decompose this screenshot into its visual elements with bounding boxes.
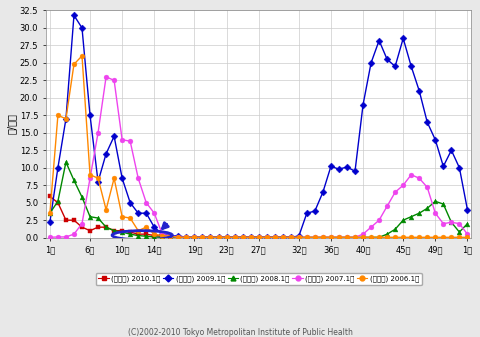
(東京都) 2007.1～ bbox=[465, 232, 470, 236]
(東京都) 2007.1～ bbox=[47, 235, 53, 239]
Legend: (東京都) 2010.1～, (東京都) 2009.1～, (東京都) 2008.1～, (東京都) 2007.1～, (東京都) 2006.1～: (東京都) 2010.1～, (東京都) 2009.1～, (東京都) 2008… bbox=[96, 273, 421, 285]
Line: (東京都) 2009.1～: (東京都) 2009.1～ bbox=[48, 13, 470, 239]
(東京都) 2009.1～ bbox=[465, 208, 470, 212]
(東京都) 2006.1～ bbox=[384, 235, 390, 239]
(東京都) 2008.1～ bbox=[304, 235, 310, 239]
(東京都) 2010.1～ bbox=[95, 225, 101, 229]
(東京都) 2010.1～ bbox=[47, 194, 53, 198]
(東京都) 2009.1～ bbox=[312, 209, 318, 213]
(東京都) 2007.1～ bbox=[376, 218, 382, 222]
Line: (東京都) 2010.1～: (東京都) 2010.1～ bbox=[48, 194, 165, 239]
(東京都) 2007.1～ bbox=[103, 75, 109, 79]
(東京都) 2010.1～ bbox=[55, 201, 61, 205]
(東京都) 2009.1～ bbox=[384, 57, 390, 61]
(東京都) 2010.1～ bbox=[135, 232, 141, 236]
(東京都) 2006.1～ bbox=[336, 235, 342, 239]
(東京都) 2009.1～ bbox=[47, 220, 53, 224]
(東京都) 2007.1～ bbox=[320, 235, 326, 239]
(東京都) 2010.1～ bbox=[127, 230, 133, 234]
(東京都) 2010.1～ bbox=[71, 218, 77, 222]
(東京都) 2006.1～ bbox=[312, 235, 318, 239]
(東京都) 2006.1～ bbox=[168, 234, 173, 238]
(東京都) 2010.1～ bbox=[151, 234, 157, 238]
(東京都) 2009.1～ bbox=[183, 235, 189, 239]
(東京都) 2006.1～ bbox=[304, 235, 310, 239]
(東京都) 2009.1～ bbox=[168, 234, 173, 238]
(東京都) 2006.1～ bbox=[176, 235, 181, 239]
(東京都) 2006.1～ bbox=[465, 235, 470, 239]
(東京都) 2009.1～ bbox=[304, 211, 310, 215]
(東京都) 2008.1～ bbox=[312, 235, 318, 239]
(東京都) 2008.1～ bbox=[328, 235, 334, 239]
(東京都) 2008.1～ bbox=[63, 160, 69, 164]
(東京都) 2010.1～ bbox=[119, 228, 125, 233]
(東京都) 2009.1～ bbox=[328, 164, 334, 168]
(東京都) 2006.1～ bbox=[79, 54, 85, 58]
(東京都) 2010.1～ bbox=[63, 218, 69, 222]
Text: (C)2002-2010 Tokyo Metropolitan Institute of Public Health: (C)2002-2010 Tokyo Metropolitan Institut… bbox=[128, 328, 352, 337]
(東京都) 2006.1～ bbox=[47, 211, 53, 215]
(東京都) 2006.1～ bbox=[328, 235, 334, 239]
(東京都) 2009.1～ bbox=[71, 13, 77, 18]
(東京都) 2009.1～ bbox=[336, 167, 342, 171]
(東京都) 2008.1～ bbox=[47, 211, 53, 215]
Line: (東京都) 2008.1～: (東京都) 2008.1～ bbox=[48, 160, 470, 240]
(東京都) 2007.1～ bbox=[424, 185, 430, 189]
Line: (東京都) 2007.1～: (東京都) 2007.1～ bbox=[48, 74, 470, 240]
(東京都) 2010.1～ bbox=[144, 232, 149, 236]
(東京都) 2010.1～ bbox=[159, 234, 165, 238]
(東京都) 2008.1～ bbox=[384, 232, 390, 236]
(東京都) 2010.1～ bbox=[87, 228, 93, 233]
(東京都) 2008.1～ bbox=[176, 235, 181, 239]
(東京都) 2007.1～ bbox=[304, 235, 310, 239]
Line: (東京都) 2006.1～: (東京都) 2006.1～ bbox=[48, 54, 470, 240]
(東京都) 2008.1～ bbox=[159, 235, 165, 239]
(東京都) 2010.1～ bbox=[111, 228, 117, 233]
(東京都) 2010.1～ bbox=[79, 225, 85, 229]
(東京都) 2008.1～ bbox=[336, 235, 342, 239]
(東京都) 2008.1～ bbox=[465, 222, 470, 226]
(東京都) 2007.1～ bbox=[296, 235, 301, 239]
(東京都) 2010.1～ bbox=[103, 225, 109, 229]
Y-axis label: 人/定点: 人/定点 bbox=[7, 114, 17, 134]
(東京都) 2007.1～ bbox=[168, 234, 173, 238]
